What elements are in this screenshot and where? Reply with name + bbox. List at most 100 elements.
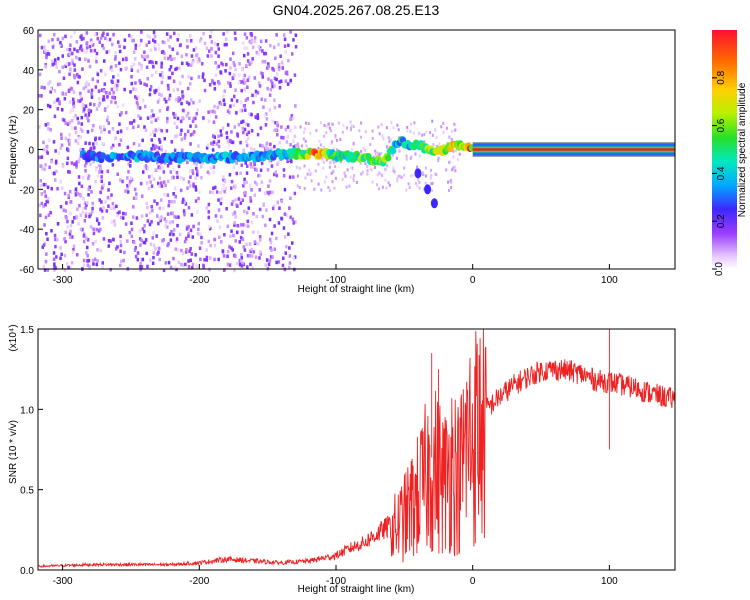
- spectrogram-noise-cell: [76, 192, 79, 196]
- spectrogram-noise-cell: [281, 263, 285, 268]
- spectrogram-noise-cell: [96, 218, 99, 223]
- spectrogram-noise-cell: [323, 180, 326, 184]
- spectrogram-noise-cell: [76, 80, 80, 85]
- spectrogram-noise-cell: [242, 148, 245, 152]
- spectrogram-noise-cell: [70, 161, 74, 165]
- spectrogram-noise-cell: [108, 37, 112, 42]
- spectrogram-noise-cell: [214, 50, 218, 55]
- spectrogram-noise-cell: [283, 235, 287, 239]
- spectrogram-noise-cell: [60, 252, 63, 257]
- spectrogram-noise-cell: [294, 104, 297, 108]
- spectrogram-noise-cell: [431, 182, 434, 185]
- spectrogram-noise-cell: [325, 175, 328, 179]
- spectrogram-noise-cell: [44, 49, 47, 53]
- spectrogram-noise-cell: [62, 118, 66, 122]
- spectrogram-noise-cell: [454, 169, 457, 173]
- spectrogram-noise-cell: [289, 78, 292, 83]
- spectrogram-noise-cell: [168, 67, 171, 72]
- spectrogram-noise-cell: [46, 50, 50, 54]
- carrier-trace-mark: [389, 147, 397, 155]
- spectrogram-noise-cell: [52, 171, 56, 175]
- spectrogram-noise-cell: [255, 214, 258, 219]
- spectrogram-noise-cell: [211, 109, 215, 114]
- spectrogram-noise-cell: [83, 107, 86, 111]
- spectrogram-noise-cell: [197, 144, 200, 148]
- spectrogram-noise-cell: [59, 146, 63, 150]
- spectrogram-noise-cell: [84, 57, 87, 62]
- spectrogram-noise-cell: [208, 49, 211, 53]
- spectrogram-noise-cell: [118, 61, 121, 65]
- spectrogram-noise-cell: [77, 99, 80, 103]
- spectrogram-noise-cell: [133, 159, 136, 163]
- spectrogram-noise-cell: [150, 73, 154, 78]
- spectrogram-noise-cell: [79, 91, 82, 96]
- spectrogram-noise-cell: [66, 47, 69, 52]
- spectrogram-noise-cell: [217, 64, 220, 69]
- spectrogram-noise-cell: [166, 119, 169, 124]
- spectrogram-noise-cell: [235, 261, 239, 266]
- spectrogram-noise-cell: [161, 239, 164, 243]
- spectrogram-noise-cell: [102, 237, 106, 241]
- spectrogram-noise-cell: [238, 62, 241, 66]
- spectrogram-noise-cell: [194, 253, 197, 257]
- spectrogram-noise-cell: [238, 224, 241, 228]
- spectrogram-noise-cell: [256, 91, 260, 95]
- spectrogram-noise-cell: [405, 154, 408, 158]
- spectrogram-noise-cell: [139, 264, 142, 269]
- spectrogram-noise-cell: [288, 254, 292, 258]
- spectrogram-noise-cell: [115, 213, 119, 218]
- spectrogram-noise-cell: [360, 135, 363, 139]
- spectrogram-noise-cell: [327, 186, 330, 189]
- spectrogram-noise-cell: [196, 232, 200, 236]
- spectrogram-noise-cell: [213, 87, 217, 91]
- spectrogram-noise-cell: [86, 253, 89, 258]
- spectrogram-noise-cell: [62, 76, 66, 80]
- spectrogram-noise-cell: [139, 116, 142, 120]
- spectrogram-noise-cell: [240, 253, 243, 257]
- spectrogram-noise-cell: [177, 98, 181, 103]
- spectrogram-noise-cell: [241, 198, 244, 202]
- spectrogram-noise-cell: [84, 141, 87, 145]
- spectrogram-noise-cell: [126, 183, 129, 188]
- spectrogram-noise-cell: [83, 164, 87, 168]
- spectrogram-noise-cell: [234, 254, 237, 259]
- spectrogram-noise-cell: [199, 257, 202, 262]
- spectrogram-noise-cell: [268, 217, 272, 222]
- spectrogram-noise-cell: [259, 71, 263, 75]
- spectrogram-noise-cell: [78, 203, 81, 208]
- spectrogram-noise-cell: [458, 152, 461, 156]
- spectrogram-noise-cell: [289, 30, 292, 34]
- spectrogram-noise-cell: [236, 204, 239, 208]
- spectrogram-noise-cell: [223, 179, 227, 184]
- spectrogram-noise-cell: [157, 97, 161, 102]
- spectrogram-noise-cell: [84, 206, 87, 210]
- spectrogram-noise-cell: [221, 249, 225, 253]
- spectrogram-noise-cell: [81, 67, 84, 71]
- spectrogram-noise-cell: [197, 75, 201, 79]
- spectrogram-noise-cell: [169, 265, 173, 270]
- spectrogram-noise-cell: [59, 40, 62, 45]
- spectrogram-noise-cell: [119, 138, 123, 142]
- spectrogram-noise-cell: [145, 83, 148, 87]
- spectrogram-noise-cell: [271, 66, 274, 71]
- spectrogram-noise-cell: [88, 141, 91, 146]
- spectrogram-noise-cell: [189, 82, 192, 86]
- spectrogram-noise-cell: [275, 77, 278, 82]
- spectrogram-noise-cell: [190, 98, 193, 102]
- spectrogram-noise-cell: [126, 145, 130, 150]
- spectrogram-noise-cell: [79, 46, 82, 51]
- spectrogram-noise-cell: [139, 261, 142, 266]
- spectrogram-noise-cell: [284, 251, 287, 255]
- spectrogram-noise-cell: [209, 256, 212, 260]
- spectrogram-noise-cell: [250, 247, 253, 252]
- spectrogram-noise-cell: [47, 39, 50, 44]
- spectrogram-noise-cell: [45, 149, 49, 153]
- spectrogram-noise-cell: [150, 147, 153, 151]
- spectrogram-noise-cell: [257, 52, 261, 56]
- spectrogram-noise-cell: [98, 198, 101, 202]
- spectrogram-noise-cell: [85, 236, 88, 240]
- spectrogram-noise-cell: [51, 62, 54, 67]
- spectrogram-noise-cell: [46, 122, 50, 126]
- spectrogram-noise-cell: [44, 182, 47, 187]
- spectrogram-noise-cell: [222, 183, 225, 188]
